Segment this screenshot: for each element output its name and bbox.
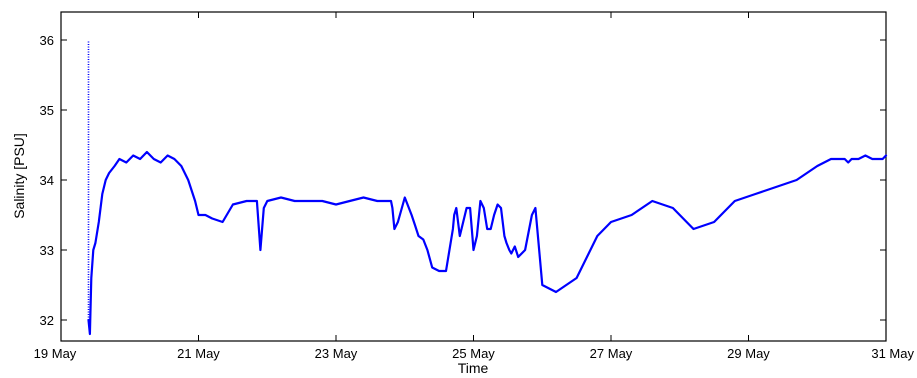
x-tick-label: 25 May: [452, 346, 495, 361]
y-tick-label: 34: [40, 173, 54, 188]
x-tick-label: 19 May: [34, 346, 77, 361]
x-axis-label: Time: [458, 360, 489, 376]
y-tick-label: 32: [40, 313, 54, 328]
x-tick-label: 31 May: [871, 346, 914, 361]
x-tick-label: 21 May: [177, 346, 220, 361]
y-tick-label: 33: [40, 243, 54, 258]
plot-area: [60, 11, 887, 342]
salinity-series-line: [87, 150, 888, 336]
y-tick-label: 36: [40, 33, 54, 48]
y-axis: 32 33 34 35 36: [40, 33, 886, 328]
y-tick-label: 35: [40, 103, 54, 118]
x-tick-label: 23 May: [315, 346, 358, 361]
x-tick-label: 29 May: [727, 346, 770, 361]
x-tick-label: 27 May: [590, 346, 633, 361]
y-axis-label: Salinity [PSU]: [11, 133, 27, 219]
x-axis: 19 May 21 May 23 May 25 May 27 May 29 May 31 M…: [34, 12, 914, 361]
